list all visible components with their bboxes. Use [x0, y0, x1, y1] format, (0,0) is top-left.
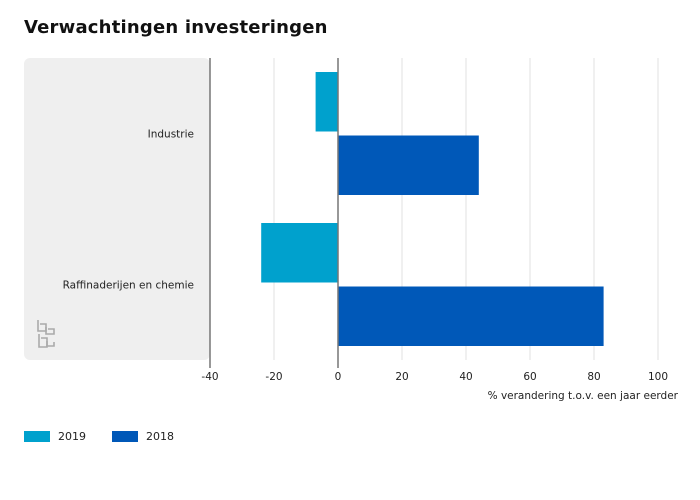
x-tick-label-0: 0	[335, 371, 342, 383]
legend-label-2019: 2019	[58, 430, 86, 443]
cbs-logo-icon	[37, 320, 55, 348]
category-label-panel	[24, 58, 210, 360]
x-tick-label--40: -40	[201, 371, 218, 383]
legend-item-2018: 2018	[112, 430, 174, 443]
x-axis-label: % verandering t.o.v. een jaar eerder	[488, 390, 679, 402]
chart-title: Verwachtingen investeringen	[24, 17, 328, 38]
x-tick-label-60: 60	[523, 371, 536, 383]
x-tick-label-40: 40	[459, 371, 472, 383]
x-tick-labels: -40 -20 0 20 40 60 80 100	[201, 371, 668, 383]
bar-2019-2	[261, 223, 338, 283]
x-tick-label-20: 20	[395, 371, 408, 383]
legend-item-2019: 2019	[24, 430, 86, 443]
legend-label-2018: 2018	[146, 430, 174, 443]
category-labels: Industrie Raffinaderijen en chemie	[63, 129, 194, 292]
legend-swatch-2018	[112, 431, 138, 442]
category-label-2: Raffinaderijen en chemie	[63, 280, 194, 292]
x-tick-label-100: 100	[648, 371, 668, 383]
bar-2019-1	[315, 72, 338, 132]
bars	[261, 72, 604, 346]
category-label-1: Industrie	[148, 129, 194, 141]
x-tick-label-80: 80	[587, 371, 600, 383]
legend: 2019 2018	[24, 430, 200, 443]
bar-2018-2	[338, 286, 604, 346]
bar-2018-1	[338, 135, 479, 195]
x-tick-label--20: -20	[265, 371, 282, 383]
legend-swatch-2019	[24, 431, 50, 442]
